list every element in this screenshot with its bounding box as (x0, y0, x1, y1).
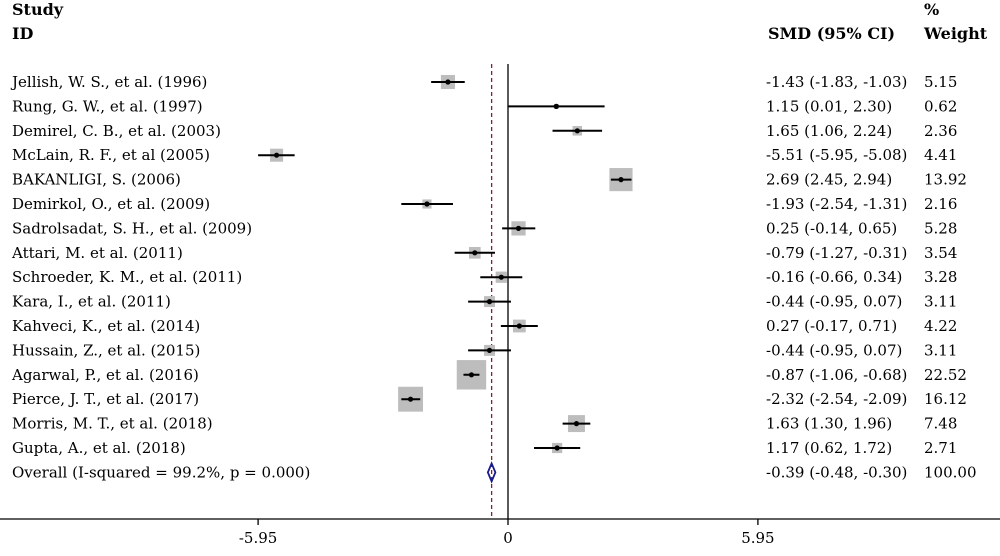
point-estimate (498, 274, 504, 280)
study-label: Gupta, A., et al. (2018) (12, 439, 186, 457)
point-estimate (486, 299, 493, 305)
study-label: Kahveci, K., et al. (2014) (12, 317, 200, 335)
smd-ci-label: -0.87 (-1.06, -0.68) (766, 366, 907, 384)
header-study: Study (12, 0, 64, 19)
point-estimate (445, 79, 451, 85)
point-estimate (472, 250, 478, 256)
study-label: Kara, I., et al. (2011) (12, 293, 171, 311)
weight-label: 5.28 (924, 219, 957, 237)
smd-ci-label: -0.44 (-0.95, 0.07) (766, 293, 902, 311)
smd-ci-label: -5.51 (-5.95, -5.08) (766, 146, 907, 164)
study-label: BAKANLIGI, S. (2006) (12, 171, 181, 189)
study-label: Agarwal, P., et al. (2016) (11, 366, 199, 384)
weight-label: 16.12 (924, 390, 967, 408)
study-label: Schroeder, K. M., et al. (2011) (12, 268, 242, 286)
point-estimate (424, 201, 430, 207)
smd-ci-label: -0.16 (-0.66, 0.34) (766, 268, 902, 286)
smd-ci-label: 1.65 (1.06, 2.24) (766, 122, 892, 140)
smd-ci-label: 2.69 (2.45, 2.94) (766, 171, 892, 189)
point-estimate (407, 396, 414, 402)
weight-label: 4.22 (924, 317, 957, 335)
point-estimate (573, 421, 580, 427)
point-estimate (468, 372, 475, 378)
point-estimate (486, 347, 493, 353)
header-smd: SMD (95% CI) (768, 24, 895, 43)
study-label: Pierce, J. T., et al. (2017) (12, 390, 199, 408)
point-estimate (618, 177, 624, 183)
smd-ci-label: -0.79 (-1.27, -0.31) (766, 244, 907, 262)
point-estimate (516, 323, 522, 329)
smd-ci-label: -2.32 (-2.54, -2.09) (766, 390, 907, 408)
study-label: Attari, M. et al. (2011) (11, 244, 183, 262)
smd-ci-label: -0.44 (-0.95, 0.07) (766, 341, 902, 359)
point-estimate (515, 225, 522, 231)
weight-label: 7.48 (924, 415, 957, 433)
study-label: McLain, R. F., et al (2005) (12, 146, 210, 164)
weight-label: 4.41 (924, 146, 957, 164)
header-id: ID (12, 24, 33, 43)
study-label: Rung, G. W., et al. (1997) (12, 97, 203, 115)
smd-ci-label: -1.93 (-2.54, -1.31) (766, 195, 907, 213)
weight-label: 13.92 (924, 171, 967, 189)
weight-label: 3.54 (924, 244, 957, 262)
x-tick-label: -5.95 (239, 529, 277, 547)
smd-ci-label: 0.25 (-0.14, 0.65) (766, 219, 897, 237)
weight-label: 3.28 (924, 268, 957, 286)
study-label: Morris, M. T., et al. (2018) (12, 415, 213, 433)
overall-diamond (486, 461, 497, 484)
weight-label: 2.71 (924, 439, 957, 457)
study-label: Demirkol, O., et al. (2009) (12, 195, 210, 213)
point-estimate (273, 152, 280, 158)
point-estimate (553, 103, 559, 109)
overall-label: Overall (I-squared = 99.2%, p = 0.000) (12, 463, 310, 481)
point-estimate (574, 128, 580, 134)
x-tick-label: 5.95 (741, 529, 774, 547)
smd-ci-label: 1.17 (0.62, 1.72) (766, 439, 892, 457)
smd-ci-label: 1.15 (0.01, 2.30) (766, 97, 892, 115)
weight-label: 5.15 (924, 73, 957, 91)
x-axis: -5.95 0 5.95 (0, 518, 1000, 547)
weight-label: 0.62 (924, 97, 957, 115)
study-label: Sadrolsadat, S. H., et al. (2009) (12, 219, 252, 237)
study-label: Jellish, W. S., et al. (1996) (10, 73, 207, 91)
smd-ci-label: -1.43 (-1.83, -1.03) (766, 73, 907, 91)
smd-ci-label: 0.27 (-0.17, 0.71) (766, 317, 897, 335)
smd-ci-label: 1.63 (1.30, 1.96) (766, 415, 892, 433)
weight-label: 3.11 (924, 293, 957, 311)
point-estimate (554, 445, 560, 451)
weight-label: 2.16 (924, 195, 957, 213)
header-percent: % (924, 0, 939, 19)
x-tick-label: 0 (503, 529, 513, 547)
study-label: Demirel, C. B., et al. (2003) (12, 122, 221, 140)
weight-label: 22.52 (924, 366, 967, 384)
weight-label: 2.36 (924, 122, 957, 140)
study-label: Hussain, Z., et al. (2015) (12, 341, 200, 359)
study-rows: Jellish, W. S., et al. (1996) -1.43 (-1.8… (10, 64, 977, 519)
header-weight: Weight (923, 24, 988, 43)
weight-label: 3.11 (924, 341, 957, 359)
overall-smd-ci-label: -0.39 (-0.48, -0.30) (766, 463, 907, 481)
overall-weight-label: 100.00 (924, 463, 977, 481)
